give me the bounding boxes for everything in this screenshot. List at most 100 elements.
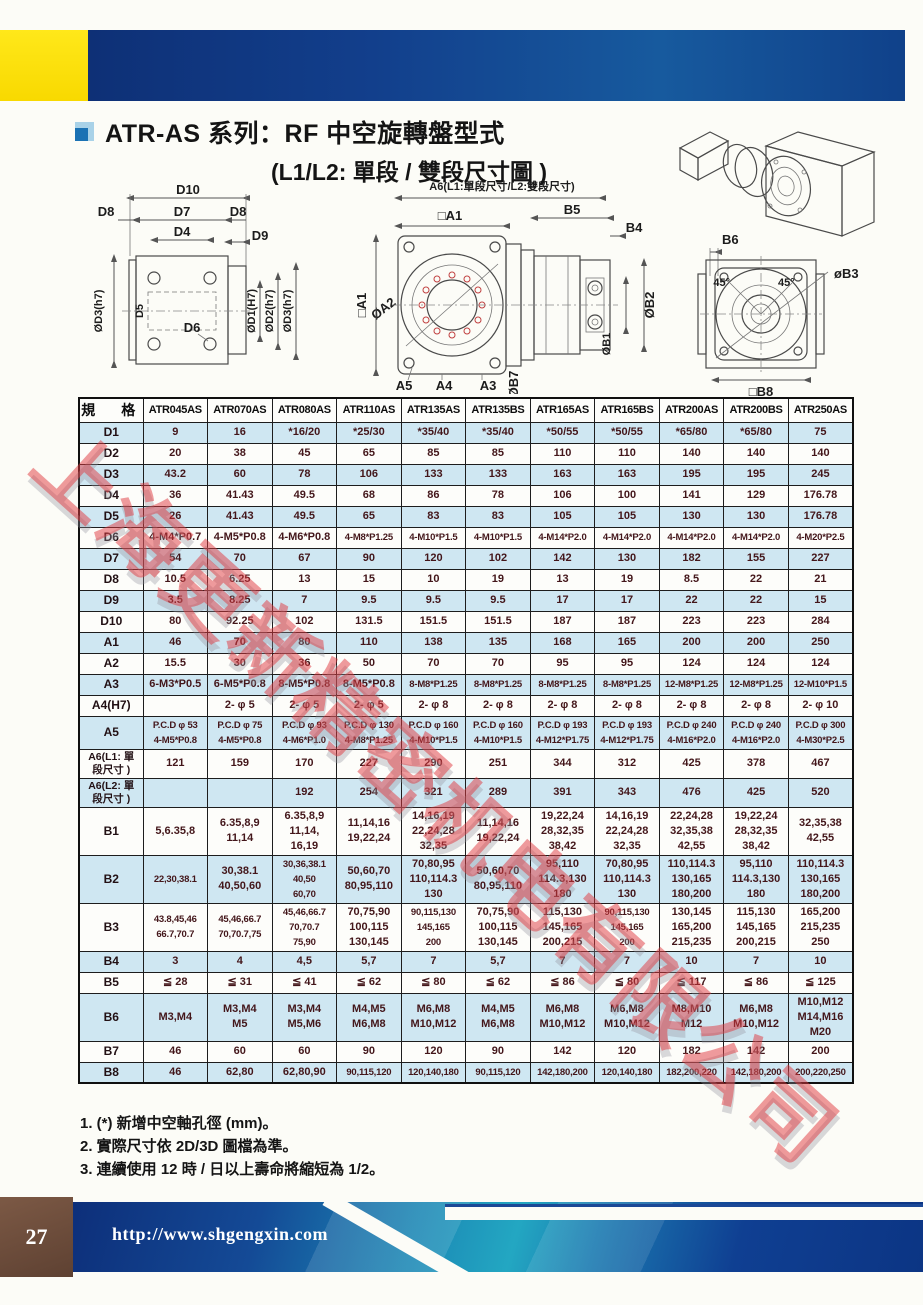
table-cell: 124 bbox=[787, 652, 854, 675]
table-cell: 5,7 bbox=[465, 950, 531, 973]
table-cell: 83 bbox=[400, 505, 467, 528]
table-cell: 13 bbox=[529, 568, 596, 591]
table-cell: 46 bbox=[142, 1040, 209, 1063]
table-cell: 16 bbox=[207, 421, 273, 444]
table-cell: 17 bbox=[529, 589, 596, 612]
table-row: D6 4-M4*P0.7 4-M5*P0.8 4-M6*P0.8 4-M8*P1.25 4… bbox=[78, 526, 854, 549]
table-cell: 9.5 bbox=[400, 589, 467, 612]
table-cell: 140 bbox=[658, 442, 725, 465]
table-cell: 2- φ 5 bbox=[271, 694, 338, 717]
table-cell: M3,M4 bbox=[142, 992, 209, 1042]
table-row: D4 36 41.43 49.5 68 86 78 106 100 141 129 176.78 bbox=[78, 484, 854, 507]
table-cell: 151.5 bbox=[400, 610, 467, 633]
table-cell: 105 bbox=[529, 505, 596, 528]
column-header: ATR070AS bbox=[207, 397, 273, 423]
table-cell: 19,22,24 28,32,35 38,42 bbox=[529, 806, 596, 856]
table-cell: 22,24,28 32,35,38 42,55 bbox=[658, 806, 725, 856]
table-cell: 130 bbox=[658, 505, 725, 528]
column-header: ATR080AS bbox=[271, 397, 338, 423]
row-label: A6(L1: 單 段尺寸 ) bbox=[78, 748, 144, 779]
table-cell: 223 bbox=[723, 610, 789, 633]
table-cell: 49.5 bbox=[271, 505, 338, 528]
table-cell: 141 bbox=[658, 484, 725, 507]
row-label: A6(L2: 單 段尺寸 ) bbox=[78, 777, 144, 808]
table-cell: 4-M5*P0.8 bbox=[207, 526, 273, 549]
table-cell: 182 bbox=[658, 547, 725, 570]
table-cell: 78 bbox=[465, 484, 531, 507]
table-cell: 90,115,130 145,165 200 bbox=[400, 902, 467, 952]
table-cell: 15 bbox=[336, 568, 402, 591]
table-cell: M4,M5 M6,M8 bbox=[465, 992, 531, 1042]
table-cell: 21 bbox=[787, 568, 854, 591]
row-label: D4 bbox=[78, 484, 144, 507]
table-cell: 476 bbox=[658, 777, 725, 808]
table-cell: M8,M10 M12 bbox=[658, 992, 725, 1042]
footnote-line: 1. (*) 新增中空軸孔徑 (mm)。 bbox=[80, 1115, 278, 1132]
table-cell: 467 bbox=[787, 748, 854, 779]
table-cell: *50/55 bbox=[594, 421, 660, 444]
dim-label: ØB7 bbox=[506, 371, 521, 394]
row-label: D5 bbox=[78, 505, 144, 528]
table-cell: 187 bbox=[529, 610, 596, 633]
table-cell: 5,6.35,8 bbox=[142, 806, 209, 856]
table-cell: 11,14,16 19,22,24 bbox=[336, 806, 402, 856]
table-cell: 85 bbox=[465, 442, 531, 465]
table-cell: 70,75,90 100,115 130,145 bbox=[465, 902, 531, 952]
dim-label: ØD3(h7) bbox=[282, 289, 294, 332]
table-cell: 50 bbox=[336, 652, 402, 675]
table-cell: 4-M6*P0.8 bbox=[271, 526, 338, 549]
dim-label: B6 bbox=[722, 232, 739, 247]
table-cell: 142 bbox=[529, 1040, 596, 1063]
table-cell: 70,80,95 110,114.3 130 bbox=[400, 854, 467, 904]
table-cell: 343 bbox=[594, 777, 660, 808]
table-cell: M6,M8 M10,M12 bbox=[400, 992, 467, 1042]
table-cell: ≦ 80 bbox=[594, 971, 660, 994]
table-cell: ≦ 62 bbox=[465, 971, 531, 994]
table-cell: 344 bbox=[529, 748, 596, 779]
table-cell: 6.35,8,9 11,14, 16,19 bbox=[271, 806, 338, 856]
table-cell: 50,60,70 80,95,110 bbox=[336, 854, 402, 904]
table-cell: 7 bbox=[529, 950, 596, 973]
dim-label: øB3 bbox=[834, 266, 859, 281]
table-cell: 70,75,90 100,115 130,145 bbox=[336, 902, 402, 952]
table-cell: 200 bbox=[658, 631, 725, 654]
footer-thin-line bbox=[445, 1204, 923, 1207]
table-cell: 321 bbox=[400, 777, 467, 808]
table-cell: 120 bbox=[400, 547, 467, 570]
table-cell: 14,16,19 22,24,28 32,35 bbox=[594, 806, 660, 856]
footer-white-gap bbox=[445, 1207, 923, 1220]
table-cell: 182 bbox=[658, 1040, 725, 1063]
table-cell: 425 bbox=[658, 748, 725, 779]
table-cell: 68 bbox=[336, 484, 402, 507]
table-cell: 70,80,95 110,114.3 130 bbox=[594, 854, 660, 904]
table-cell: 7 bbox=[723, 950, 789, 973]
table-cell: 90 bbox=[336, 547, 402, 570]
column-header: ATR165BS bbox=[594, 397, 660, 423]
dim-label: ØD2(h7) bbox=[264, 289, 276, 332]
table-cell: 36 bbox=[142, 484, 209, 507]
table-row: D1 9 16 *16/20 *25/30 *35/40 *35/40 *50/55 *50/5… bbox=[78, 421, 854, 444]
table-cell: 102 bbox=[271, 610, 338, 633]
table-cell: 6.25 bbox=[207, 568, 273, 591]
table-cell: 8.5 bbox=[658, 568, 725, 591]
table-cell: P.C.D φ 93 4-M6*P1.0 bbox=[271, 715, 338, 750]
table-cell: 4-M14*P2.0 bbox=[658, 526, 725, 549]
table-cell: 3 bbox=[142, 950, 209, 973]
table-cell: 133 bbox=[400, 463, 467, 486]
table-cell: 10 bbox=[400, 568, 467, 591]
table-cell: 83 bbox=[465, 505, 531, 528]
dim-label: D10 bbox=[176, 182, 200, 197]
row-label: B5 bbox=[78, 971, 144, 994]
table-cell: 43.8,45,46 66.7,70.7 bbox=[142, 902, 209, 952]
row-label: B1 bbox=[78, 806, 144, 856]
table-cell: 155 bbox=[723, 547, 789, 570]
table-cell: 168 bbox=[529, 631, 596, 654]
footer-url-link[interactable]: http://www.shgengxin.com bbox=[112, 1224, 329, 1244]
table-cell: M6,M8 M10,M12 bbox=[529, 992, 596, 1042]
table-cell: 15 bbox=[787, 589, 854, 612]
table-cell: 92.25 bbox=[207, 610, 273, 633]
table-cell: 75 bbox=[787, 421, 854, 444]
table-row: D3 43.2 60 78 106 133 133 163 163 195 195 245 bbox=[78, 463, 854, 486]
table-cell: 142,180,200 bbox=[529, 1061, 596, 1084]
table-cell: 8-M5*P0.8 bbox=[271, 673, 338, 696]
